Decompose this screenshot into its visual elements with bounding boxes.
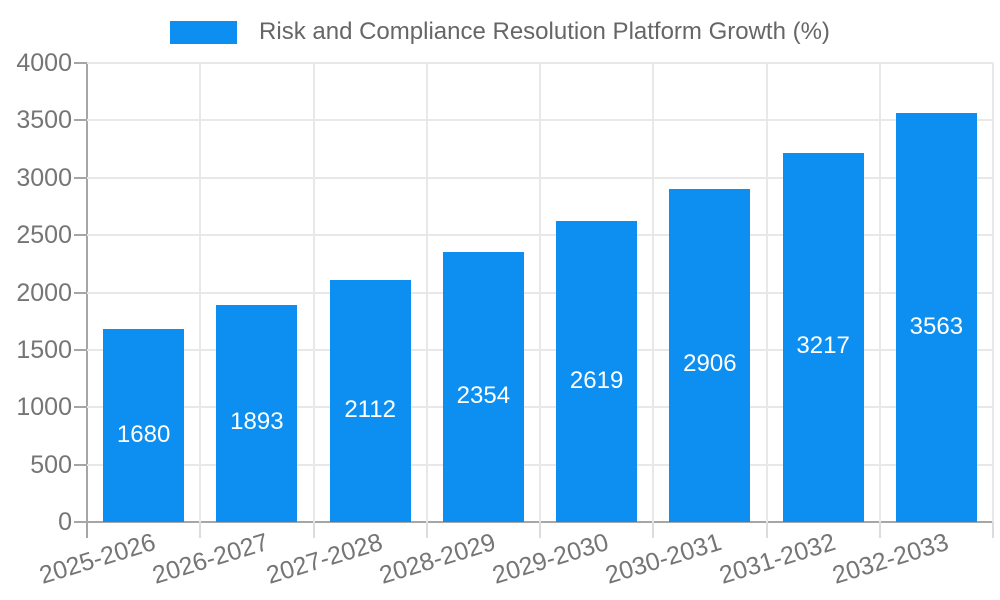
gridline-v xyxy=(652,63,655,522)
y-tick-mark xyxy=(74,406,87,409)
bar-value-label: 2112 xyxy=(344,395,396,423)
bar: 2354 xyxy=(442,251,524,522)
y-tick-mark xyxy=(74,234,87,237)
y-axis-tick-label: 1500 xyxy=(16,335,72,364)
x-tick-mark xyxy=(425,522,428,538)
gridline-v xyxy=(539,63,541,522)
gridline-v xyxy=(199,63,202,522)
y-axis-tick-label: 2000 xyxy=(16,278,72,307)
bar-value-label: 1680 xyxy=(116,420,171,448)
bar: 3217 xyxy=(782,152,864,522)
x-tick-mark xyxy=(86,522,88,538)
bar-value-label: 2619 xyxy=(569,366,624,394)
gridline-v xyxy=(765,63,768,522)
y-axis-tick-label: 4000 xyxy=(16,49,72,77)
plot-area: 1680 1893 2112 2354 2619 2906 3217 3563 xyxy=(74,62,994,538)
y-tick-mark xyxy=(74,176,87,179)
legend-label[interactable]: Risk and Compliance Resolution Platform … xyxy=(259,18,830,45)
x-tick-mark xyxy=(199,522,202,538)
x-tick-mark xyxy=(992,522,994,538)
x-axis-tick-label: 2031-2032 xyxy=(715,528,839,590)
y-axis-tick-label: 1000 xyxy=(16,393,72,422)
y-axis-tick-label: 0 xyxy=(58,508,72,536)
x-tick-mark xyxy=(652,522,655,538)
y-axis-tick-label: 3500 xyxy=(16,106,72,135)
x-tick-mark xyxy=(765,522,768,538)
y-axis-tick-label: 500 xyxy=(30,450,72,479)
x-tick-mark xyxy=(878,522,881,538)
y-tick-mark xyxy=(74,348,87,351)
y-tick-mark xyxy=(74,463,87,466)
x-axis-tick-label: 2025-2026 xyxy=(36,528,159,590)
bar-value-label: 2906 xyxy=(683,350,737,378)
y-axis-tick-label: 2500 xyxy=(16,221,72,250)
x-tick-mark xyxy=(539,522,541,538)
bar-value-label: 3217 xyxy=(796,332,850,360)
y-tick-mark xyxy=(74,291,87,294)
y-axis-tick-label: 3000 xyxy=(16,163,72,192)
x-axis-tick-label: 2029-2030 xyxy=(489,528,612,590)
x-axis-tick-label: 2030-2031 xyxy=(602,528,726,590)
legend-color-swatch[interactable] xyxy=(170,20,238,44)
bar-value-label: 3563 xyxy=(909,312,964,340)
x-axis-tick-label: 2027-2028 xyxy=(262,528,386,590)
gridline-v xyxy=(992,63,994,522)
bar: 2112 xyxy=(329,279,411,522)
bar: 2619 xyxy=(556,221,638,522)
bar: 1893 xyxy=(216,304,298,522)
bar: 2906 xyxy=(669,188,751,522)
y-tick-mark xyxy=(74,119,87,122)
gridline-v xyxy=(312,63,315,522)
x-axis-tick-label: 2028-2029 xyxy=(376,528,499,590)
bar: 1680 xyxy=(103,329,185,522)
y-tick-mark xyxy=(74,521,87,523)
gridline-v xyxy=(425,63,428,522)
x-axis-tick-label: 2026-2027 xyxy=(149,528,273,590)
chart-legend: Risk and Compliance Resolution Platform … xyxy=(0,18,1000,46)
y-tick-mark xyxy=(74,62,87,64)
bar-value-label: 2354 xyxy=(456,381,511,409)
gridline-v xyxy=(878,63,881,522)
x-tick-mark xyxy=(312,522,315,538)
x-axis-tick-label: 2032-2033 xyxy=(829,528,952,590)
bar: 3563 xyxy=(895,113,977,522)
bar-value-label: 1893 xyxy=(230,408,284,436)
